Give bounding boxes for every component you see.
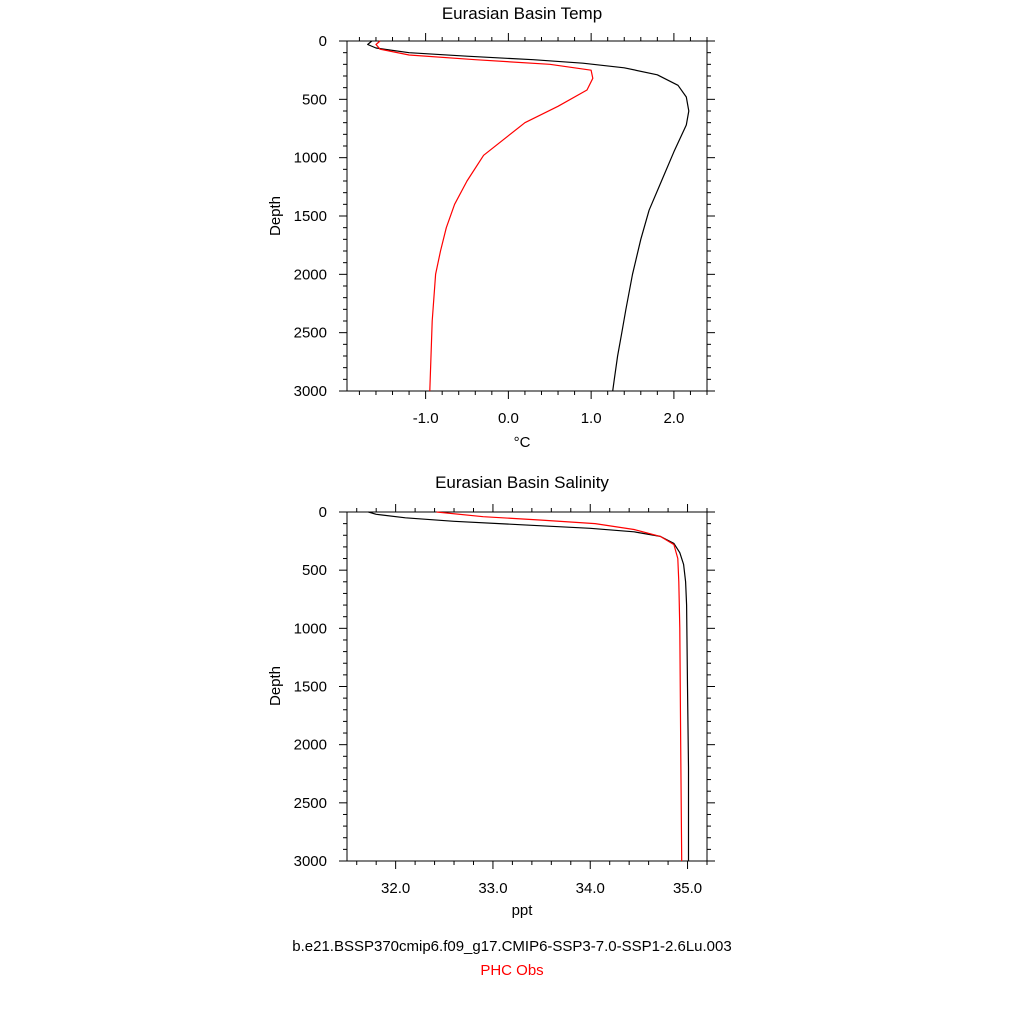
temp-y-tick-label: 2500 xyxy=(294,325,327,342)
salinity-y-tick-label: 1000 xyxy=(294,620,327,637)
salinity-y-tick-label: 1500 xyxy=(294,679,327,696)
temp-y-tick-label: 0 xyxy=(319,33,327,50)
temp-y-tick-label: 2000 xyxy=(294,266,327,283)
temp-x-tick-label: 2.0 xyxy=(663,410,684,427)
salinity-x-tick-label: 34.0 xyxy=(576,880,605,897)
temp-x-tick-label: 1.0 xyxy=(581,410,602,427)
temp-plot-frame xyxy=(346,40,708,392)
salinity-series xyxy=(368,511,690,862)
temp-chart-title: Eurasian Basin Temp xyxy=(442,4,602,23)
temp-y-tick-label: 1500 xyxy=(294,208,327,225)
temp-series xyxy=(367,40,690,392)
temp-x-tick-label: -1.0 xyxy=(413,410,439,427)
temp-series-line-0 xyxy=(367,40,690,392)
salinity-y-tick-label: 2000 xyxy=(294,737,327,754)
salinity-series-line-0 xyxy=(368,511,690,861)
temp-x-tick-label: 0.0 xyxy=(498,410,519,427)
salinity-y-tick-label: 2500 xyxy=(294,795,327,812)
salinity-ticks: 32.0 33.0 34.0 35.0 0 500 1000 1500 2000 2500 3000 xyxy=(294,504,715,897)
salinity-plot-frame xyxy=(346,511,708,862)
temp-y-tick-label: 3000 xyxy=(294,383,327,400)
temp-ticks: -1.0 0.0 1.0 2.0 0 500 1000 1500 2000 2500 3000 xyxy=(294,33,715,427)
temp-y-tick-label: 500 xyxy=(302,91,327,108)
salinity-series-line-1 xyxy=(436,511,683,862)
temp-panel: Eurasian Basin Temp -1.0 0.0 1.0 2.0 0 500 100… xyxy=(267,4,715,451)
salinity-x-tick-label: 32.0 xyxy=(381,880,410,897)
salinity-chart-title: Eurasian Basin Salinity xyxy=(435,473,609,492)
salinity-panel: Eurasian Basin Salinity 32.0 33.0 34.0 35.0… xyxy=(267,473,715,919)
temp-x-axis-label: °C xyxy=(514,434,531,451)
salinity-y-axis-label: Depth xyxy=(267,666,284,706)
legend-obs-label: PHC Obs xyxy=(480,962,544,979)
temp-series-line-1 xyxy=(375,40,594,392)
salinity-y-tick-label: 500 xyxy=(302,562,327,579)
salinity-x-tick-label: 35.0 xyxy=(673,880,702,897)
salinity-y-tick-label: 0 xyxy=(319,504,327,521)
salinity-y-tick-label: 3000 xyxy=(294,853,327,870)
salinity-x-axis-label: ppt xyxy=(512,902,534,919)
temp-y-axis-label: Depth xyxy=(267,196,284,236)
legend-model-label: b.e21.BSSP370cmip6.f09_g17.CMIP6-SSP3-7.… xyxy=(292,938,732,955)
salinity-x-tick-label: 33.0 xyxy=(478,880,507,897)
temp-y-tick-label: 1000 xyxy=(294,150,327,167)
